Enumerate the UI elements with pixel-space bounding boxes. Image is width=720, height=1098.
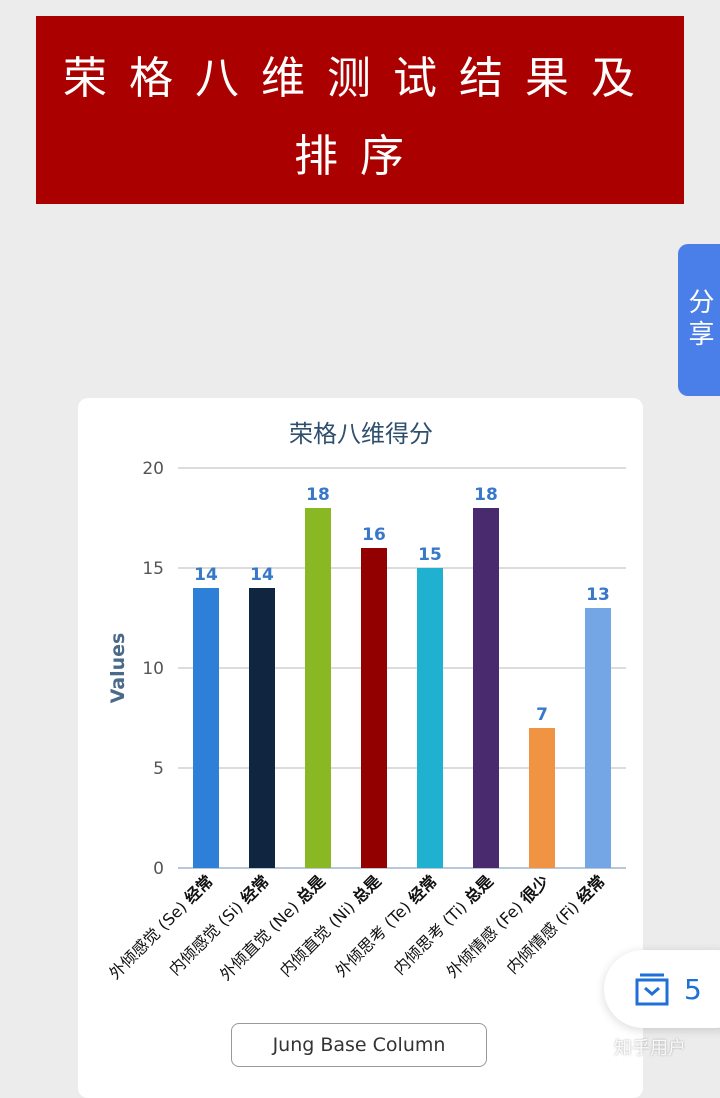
x-tick-label: 内倾感觉 (Si) 经常 bbox=[165, 871, 273, 979]
y-axis-label: Values bbox=[107, 633, 129, 704]
y-axis-ticks: 0 5 10 15 20 bbox=[142, 459, 164, 879]
bar[interactable] bbox=[361, 548, 387, 868]
y-tick-label: 20 bbox=[142, 459, 164, 479]
chart-title: 荣格八维得分 bbox=[289, 420, 433, 448]
data-label: 18 bbox=[306, 485, 330, 505]
bar[interactable] bbox=[193, 588, 219, 868]
collection-button[interactable]: 5 bbox=[604, 950, 720, 1028]
data-label: 14 bbox=[194, 565, 218, 585]
bar[interactable] bbox=[249, 588, 275, 868]
x-tick-label: 外倾思考 (Te) 经常 bbox=[332, 871, 441, 980]
gridlines bbox=[178, 467, 626, 869]
x-tick-label: 内倾情感 (Fi) 经常 bbox=[503, 871, 609, 977]
banner-title-line-1: 荣格八维测试结果及 bbox=[63, 53, 657, 104]
data-label: 15 bbox=[418, 545, 442, 565]
data-label: 16 bbox=[362, 525, 386, 545]
bar-chart: 荣格八维得分 0 5 10 15 20 Values 14 14 18 16 15 18 7 13 外… bbox=[105, 420, 626, 984]
data-label: 13 bbox=[586, 585, 610, 605]
bars bbox=[193, 508, 611, 868]
data-label: 7 bbox=[536, 705, 548, 725]
banner-title-line-2: 排序 bbox=[294, 131, 426, 182]
legend-item[interactable]: Jung Base Column bbox=[231, 1023, 487, 1067]
bar[interactable] bbox=[473, 508, 499, 868]
data-label: 18 bbox=[474, 485, 498, 505]
data-label: 14 bbox=[250, 565, 274, 585]
legend-label: Jung Base Column bbox=[272, 1034, 446, 1056]
y-tick-label: 0 bbox=[153, 859, 164, 879]
y-tick-label: 10 bbox=[142, 659, 164, 679]
bar[interactable] bbox=[417, 568, 443, 868]
bar[interactable] bbox=[529, 728, 555, 868]
bar[interactable] bbox=[585, 608, 611, 868]
share-label: 分享 bbox=[684, 288, 714, 352]
bar[interactable] bbox=[305, 508, 331, 868]
x-tick-label: 外倾情感 (Fe) 很少 bbox=[443, 871, 553, 981]
title-banner: 荣格八维测试结果及 排序 bbox=[36, 16, 684, 204]
x-tick-label: 外倾感觉 (Se) 经常 bbox=[105, 871, 217, 983]
collection-count: 5 bbox=[684, 972, 702, 1006]
share-button[interactable]: 分享 bbox=[678, 244, 720, 396]
y-tick-label: 15 bbox=[142, 559, 164, 579]
x-tick-label: 内倾直觉 (Ni) 总是 bbox=[276, 871, 385, 980]
y-tick-label: 5 bbox=[153, 759, 164, 779]
watermark: 知乎用户 bbox=[614, 1038, 686, 1059]
x-tick-label: 外倾直觉 (Ne) 总是 bbox=[216, 871, 329, 984]
data-labels: 14 14 18 16 15 18 7 13 bbox=[194, 485, 610, 725]
collection-box-icon bbox=[635, 973, 669, 1006]
x-tick-label: 内倾思考 (Ti) 总是 bbox=[390, 871, 497, 978]
